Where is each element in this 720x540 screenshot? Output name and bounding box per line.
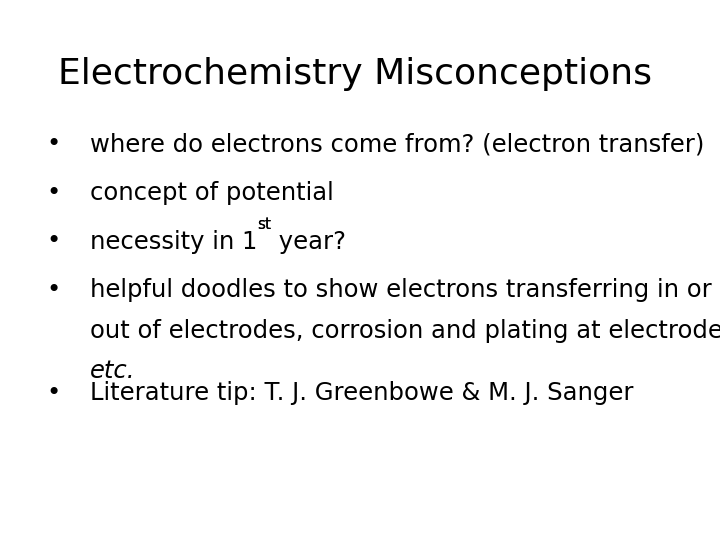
Text: helpful doodles to show electrons transferring in or: helpful doodles to show electrons transf… (90, 278, 712, 302)
Text: st: st (257, 217, 271, 232)
Text: •: • (47, 230, 61, 253)
Text: out of electrodes, corrosion and plating at electrodes: out of electrodes, corrosion and plating… (90, 319, 720, 342)
Text: •: • (47, 132, 61, 156)
Text: year?: year? (271, 230, 346, 253)
Text: •: • (47, 278, 61, 302)
Text: Literature tip: T. J. Greenbowe & M. J. Sanger: Literature tip: T. J. Greenbowe & M. J. … (90, 381, 634, 404)
Text: etc.: etc. (90, 359, 135, 383)
Text: where do electrons come from? (electron transfer): where do electrons come from? (electron … (90, 132, 704, 156)
Text: st: st (257, 217, 271, 232)
Text: •: • (47, 381, 61, 404)
Text: •: • (47, 181, 61, 205)
Text: necessity in 1: necessity in 1 (90, 230, 257, 253)
Text: Electrochemistry Misconceptions: Electrochemistry Misconceptions (58, 57, 652, 91)
Text: concept of potential: concept of potential (90, 181, 334, 205)
